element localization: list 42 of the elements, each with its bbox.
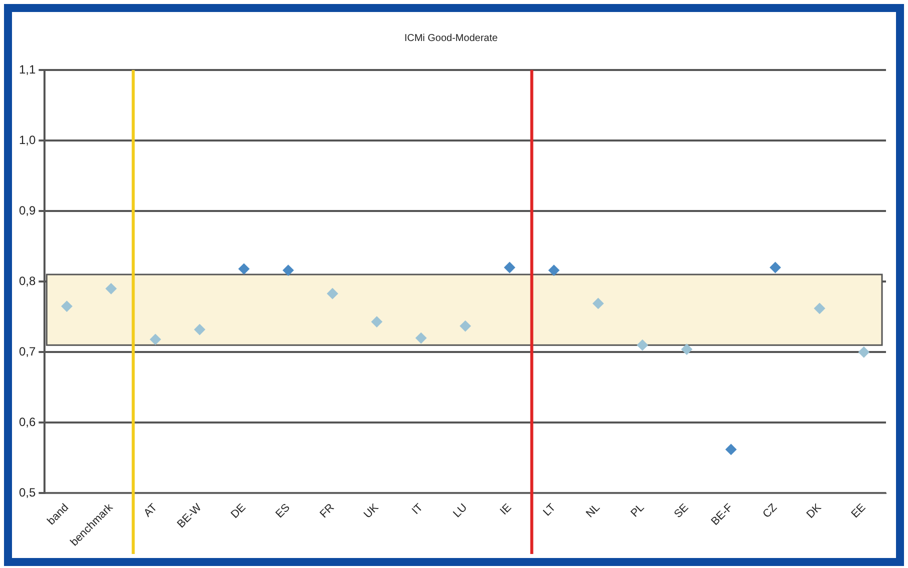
point (238, 263, 250, 274)
x-tick-label: DE (228, 502, 248, 521)
point (548, 264, 560, 276)
x-tick-label: SE (672, 502, 692, 521)
y-tick-label: 1,0 (18, 132, 36, 147)
point (858, 346, 870, 358)
point (504, 262, 516, 273)
y-tick-label: 0,6 (18, 414, 36, 429)
y-tick-label: 1,1 (18, 62, 36, 76)
x-tick-label: IE (498, 502, 514, 518)
x-tick-label: LT (541, 501, 558, 519)
point (770, 262, 781, 273)
x-tick-label: FR (318, 502, 337, 520)
point (327, 288, 338, 300)
x-tick-label: PL (628, 502, 647, 520)
point (460, 320, 471, 332)
point (371, 316, 382, 328)
x-tick-label: UK (362, 501, 382, 521)
point (61, 300, 72, 312)
x-tick-label: NL (584, 502, 602, 520)
point (106, 283, 117, 294)
x-tick-label: ES (274, 502, 292, 521)
x-tick-label: AT (142, 501, 160, 520)
point (416, 332, 427, 344)
y-tick-label: 0,9 (18, 203, 36, 218)
chart-title: ICMi Good-Moderate (404, 32, 498, 44)
x-tick-label: CZ (760, 501, 780, 520)
point (592, 298, 604, 309)
point (681, 344, 692, 355)
point (636, 340, 648, 351)
x-tick-label: DK (804, 501, 824, 521)
y-tick-label: 0,7 (18, 344, 36, 358)
point (726, 444, 737, 455)
y-tick-label: 0,8 (18, 274, 36, 288)
x-tick-label: EE (849, 502, 868, 521)
point (814, 302, 826, 314)
point (150, 334, 161, 345)
x-tick-label: IT (410, 501, 426, 518)
point (194, 324, 206, 336)
x-tick-label: LU (451, 502, 470, 520)
y-tick-label: 0,5 (18, 486, 36, 500)
point (282, 264, 294, 276)
